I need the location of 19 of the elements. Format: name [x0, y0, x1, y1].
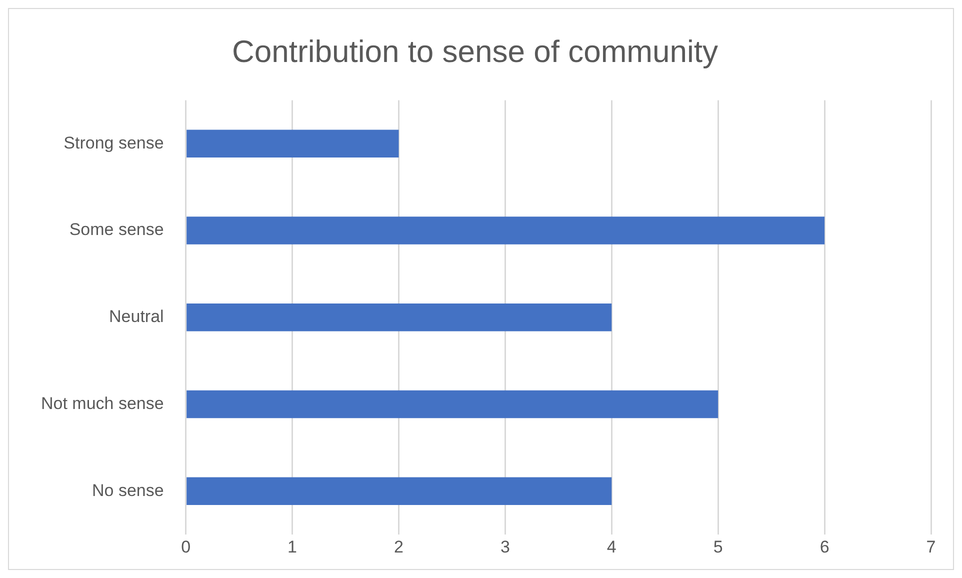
bar — [186, 477, 612, 506]
y-tick-label: Strong sense — [64, 133, 164, 152]
y-tick-label: Some sense — [69, 220, 164, 240]
x-tick-label: 2 — [394, 537, 404, 556]
x-tick-label: 0 — [181, 537, 191, 556]
x-tick-label: 4 — [606, 537, 616, 556]
x-tick-label: 1 — [288, 537, 298, 556]
x-tick-label: 3 — [500, 537, 510, 556]
x-tick-label: 7 — [926, 537, 936, 556]
y-tick-label: No sense — [92, 480, 164, 500]
bar — [186, 130, 399, 158]
y-tick-label: Not much sense — [40, 394, 164, 413]
chart-title: Contribution to sense of community — [232, 34, 718, 70]
bar — [186, 390, 718, 418]
y-tick-label: Neutral — [109, 307, 164, 326]
x-tick-label: 6 — [820, 537, 830, 556]
bar — [186, 216, 825, 244]
bar — [186, 304, 612, 332]
x-tick-label: 5 — [713, 537, 723, 556]
